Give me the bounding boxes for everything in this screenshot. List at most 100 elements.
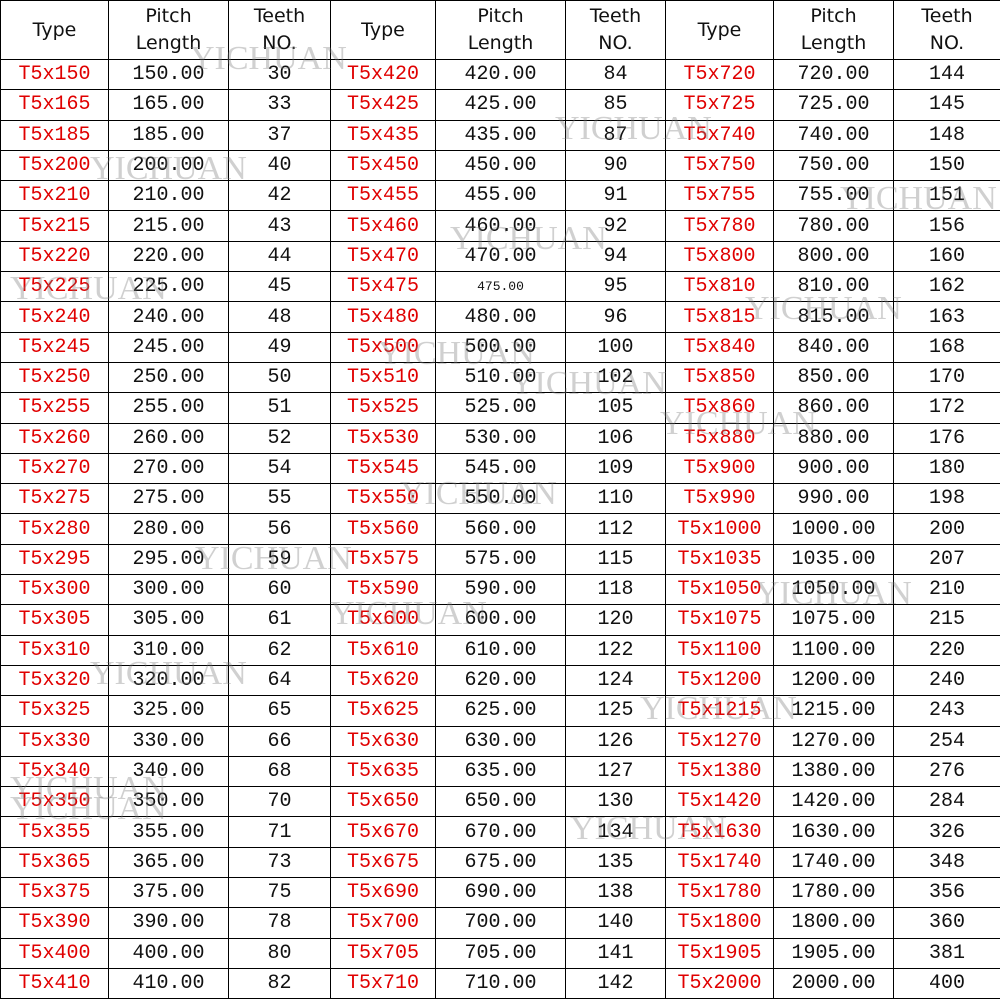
type-cell: T5x675: [330, 846, 436, 879]
teeth-cell: 122: [565, 634, 666, 666]
pitch-cell: 410.00: [108, 967, 229, 1000]
teeth-cell: 48: [228, 301, 331, 333]
pitch-cell: 425.00: [435, 89, 566, 121]
type-cell: T5x1100: [665, 634, 774, 666]
teeth-cell: 163: [893, 301, 1000, 333]
table-row: T5x350 350.00 70 T5x650 650.00 130 T5x1420 1420…: [0, 786, 1000, 818]
pitch-cell: 1420.00: [773, 786, 894, 818]
teeth-cell: 109: [565, 452, 666, 485]
pitch-cell: 1035.00: [773, 543, 894, 576]
pitch-cell: 350.00: [108, 786, 229, 818]
teeth-cell: 127: [565, 755, 666, 788]
pitch-cell: 620.00: [435, 664, 566, 697]
teeth-cell: 207: [893, 543, 1000, 576]
teeth-cell: 66: [228, 725, 331, 757]
pitch-cell: 525.00: [435, 392, 566, 424]
teeth-cell: 160: [893, 240, 1000, 273]
teeth-cell: 96: [565, 301, 666, 333]
table-row: T5x300 300.00 60 T5x590 590.00 118 T5x1050 1050…: [0, 574, 1000, 606]
type-cell: T5x480: [330, 301, 436, 333]
type-cell: T5x270: [0, 452, 109, 485]
header-row: Type Pitch Length Teeth NO. Type Pitch Lengt…: [0, 0, 1000, 60]
pitch-cell: 740.00: [773, 119, 894, 151]
teeth-cell: 68: [228, 755, 331, 788]
pitch-cell: 635.00: [435, 755, 566, 788]
table-row: T5x325 325.00 65 T5x625 625.00 125 T5x1215 1215…: [0, 695, 1000, 727]
pitch-cell: 725.00: [773, 89, 894, 121]
type-cell: T5x650: [330, 786, 436, 818]
teeth-cell: 95: [565, 271, 666, 303]
teeth-cell: 118: [565, 574, 666, 606]
pitch-cell: 610.00: [435, 634, 566, 666]
header-cell: Pitch Length: [773, 0, 894, 60]
type-cell: T5x750: [665, 149, 774, 182]
table-row: T5x320 320.00 64 T5x620 620.00 124 T5x1200 1200…: [0, 664, 1000, 697]
teeth-cell: 112: [565, 513, 666, 545]
teeth-cell: 94: [565, 240, 666, 273]
type-cell: T5x475: [330, 271, 436, 303]
pitch-cell: 325.00: [108, 695, 229, 727]
teeth-cell: 71: [228, 816, 331, 848]
type-cell: T5x725: [665, 89, 774, 121]
table-row: T5x305 305.00 61 T5x600 600.00 120 T5x1075 1075…: [0, 604, 1000, 636]
type-cell: T5x1270: [665, 725, 774, 757]
type-cell: T5x900: [665, 452, 774, 485]
table-row: T5x340 340.00 68 T5x635 635.00 127 T5x1380 1380…: [0, 755, 1000, 788]
pitch-cell: 330.00: [108, 725, 229, 757]
teeth-cell: 198: [893, 483, 1000, 515]
type-cell: T5x450: [330, 149, 436, 182]
pitch-cell: 320.00: [108, 664, 229, 697]
type-cell: T5x1000: [665, 513, 774, 545]
teeth-cell: 87: [565, 119, 666, 151]
teeth-cell: 120: [565, 604, 666, 636]
table-row: T5x200 200.00 40 T5x450 450.00 90 T5x750 750.00…: [0, 149, 1000, 182]
type-cell: T5x365: [0, 846, 109, 879]
teeth-cell: 276: [893, 755, 1000, 788]
type-cell: T5x705: [330, 937, 436, 969]
teeth-cell: 240: [893, 664, 1000, 697]
type-cell: T5x1380: [665, 755, 774, 788]
pitch-cell: 700.00: [435, 907, 566, 939]
teeth-cell: 73: [228, 846, 331, 879]
pitch-cell: 460.00: [435, 210, 566, 242]
teeth-cell: 142: [565, 967, 666, 1000]
type-cell: T5x355: [0, 816, 109, 848]
pitch-cell: 245.00: [108, 331, 229, 363]
pitch-cell: 705.00: [435, 937, 566, 969]
teeth-cell: 124: [565, 664, 666, 697]
header-cell: Type: [0, 0, 109, 60]
pitch-cell: 470.00: [435, 240, 566, 273]
type-cell: T5x1630: [665, 816, 774, 848]
type-cell: T5x280: [0, 513, 109, 545]
table-row: T5x295 295.00 59 T5x575 575.00 115 T5x1035 1035…: [0, 543, 1000, 576]
teeth-cell: 61: [228, 604, 331, 636]
teeth-cell: 400: [893, 967, 1000, 1000]
header-cell: Type: [330, 0, 436, 60]
pitch-cell: 600.00: [435, 604, 566, 636]
type-cell: T5x840: [665, 331, 774, 363]
pitch-cell: 220.00: [108, 240, 229, 273]
type-cell: T5x990: [665, 483, 774, 515]
type-cell: T5x710: [330, 967, 436, 1000]
pitch-cell: 250.00: [108, 361, 229, 394]
pitch-cell: 1630.00: [773, 816, 894, 848]
type-cell: T5x575: [330, 543, 436, 576]
type-cell: T5x215: [0, 210, 109, 242]
teeth-cell: 156: [893, 210, 1000, 242]
pitch-cell: 560.00: [435, 513, 566, 545]
type-cell: T5x670: [330, 816, 436, 848]
teeth-cell: 172: [893, 392, 1000, 424]
header-cell: Teeth NO.: [893, 0, 1000, 60]
teeth-cell: 43: [228, 210, 331, 242]
header-cell: Type: [665, 0, 774, 60]
pitch-cell: 1050.00: [773, 574, 894, 606]
type-cell: T5x410: [0, 967, 109, 1000]
pitch-cell: 475.00: [435, 271, 566, 303]
pitch-cell: 545.00: [435, 452, 566, 485]
table-row: T5x150 150.00 30 T5x420 420.00 84 T5x720 720.00…: [0, 58, 1000, 91]
type-cell: T5x1075: [665, 604, 774, 636]
teeth-cell: 126: [565, 725, 666, 757]
type-cell: T5x610: [330, 634, 436, 666]
pitch-cell: 650.00: [435, 786, 566, 818]
teeth-cell: 150: [893, 149, 1000, 182]
